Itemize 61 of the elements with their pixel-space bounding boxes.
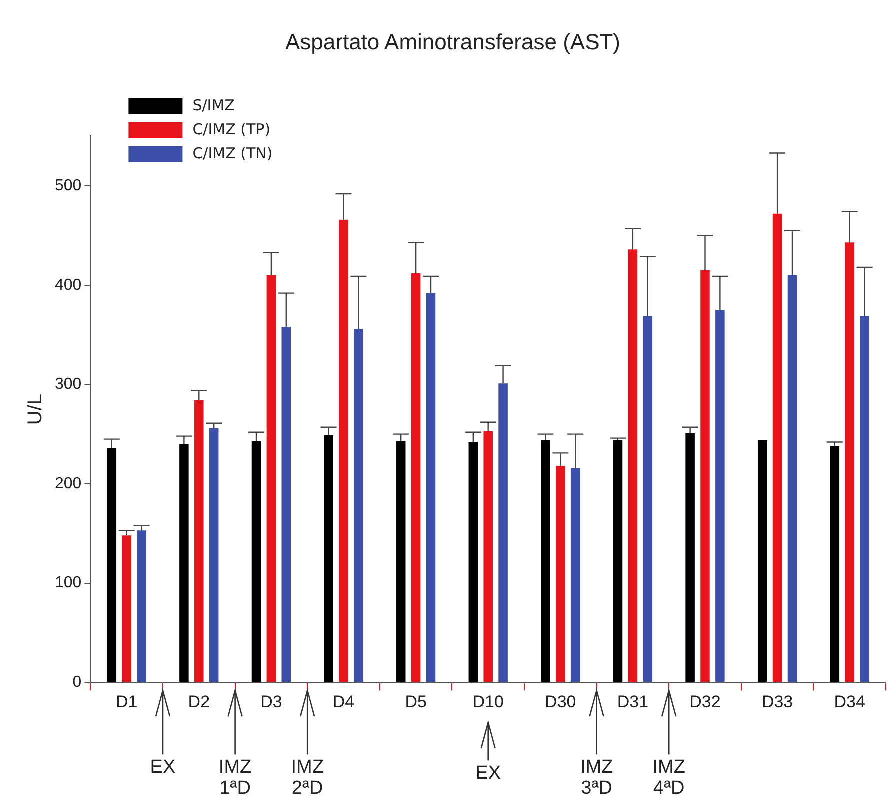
legend-label: C/IMZ (TP) [192, 120, 271, 138]
bar [396, 441, 406, 682]
x-tick-label: D34 [834, 692, 866, 712]
x-tick-label: D10 [472, 692, 504, 712]
bar [426, 293, 436, 682]
y-tick-label: 400 [54, 276, 82, 294]
bar [484, 431, 493, 682]
bar [772, 214, 782, 682]
text: IMZ 3ªD [580, 756, 614, 799]
bar [282, 327, 292, 682]
legend-label: C/IMZ (TN) [192, 144, 273, 162]
bar [209, 428, 219, 682]
annotation: EX [476, 762, 502, 784]
x-tick-label: D1 [116, 692, 138, 712]
bar [266, 275, 276, 682]
x-tick-label: D30 [545, 692, 576, 712]
bar [411, 273, 421, 682]
bar [339, 220, 348, 682]
bar [788, 275, 798, 682]
bar [860, 316, 870, 682]
bar [122, 536, 132, 682]
bar [252, 441, 262, 682]
y-tick-label: 200 [54, 475, 82, 492]
bar [107, 448, 117, 682]
text: IMZ 4ªD [652, 756, 686, 799]
x-tick-label: D4 [332, 692, 355, 712]
bar [180, 444, 189, 682]
bar [830, 446, 840, 682]
legend-label: S/IMZ [192, 96, 235, 114]
bar [716, 310, 725, 682]
bar [613, 440, 623, 682]
bar [845, 242, 854, 682]
y-axis-title: U/L [24, 394, 47, 426]
x-tick-label: D2 [188, 692, 210, 712]
text: IMZ 2ªD [291, 756, 324, 799]
y-tick-label: 300 [54, 376, 82, 394]
x-tick-label: D33 [762, 692, 794, 712]
bar [758, 440, 768, 682]
y-tick-label: 100 [54, 574, 82, 592]
x-tick-label: D5 [405, 692, 427, 712]
x-tick-label: D3 [260, 692, 282, 712]
bar [628, 250, 638, 682]
bar [556, 466, 566, 682]
bar [643, 316, 653, 682]
bar [498, 384, 508, 682]
x-tick-label: D31 [617, 692, 649, 712]
x-tick-label: D32 [690, 692, 721, 712]
text: EX [150, 756, 176, 778]
bar [354, 329, 364, 682]
y-tick-label: 0 [72, 674, 82, 692]
bar [468, 442, 478, 682]
bar [137, 530, 146, 682]
bar [700, 270, 710, 682]
bar [194, 400, 204, 682]
text: IMZ 1ªD [218, 756, 252, 799]
bar [324, 435, 334, 682]
y-tick-label: 500 [54, 177, 82, 194]
bar [686, 433, 695, 682]
bar [541, 440, 550, 682]
chart-title: Aspartato Aminotransferase (AST) [285, 29, 621, 54]
bar [570, 468, 580, 682]
